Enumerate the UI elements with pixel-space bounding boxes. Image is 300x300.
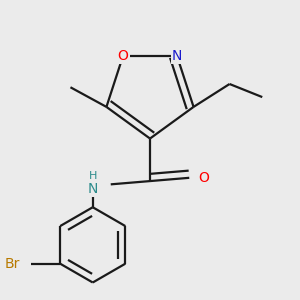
Text: H: H	[88, 171, 97, 181]
Text: O: O	[118, 49, 128, 63]
Text: Br: Br	[5, 257, 20, 271]
Text: O: O	[199, 171, 209, 185]
Text: N: N	[172, 49, 182, 63]
Text: N: N	[88, 182, 98, 196]
